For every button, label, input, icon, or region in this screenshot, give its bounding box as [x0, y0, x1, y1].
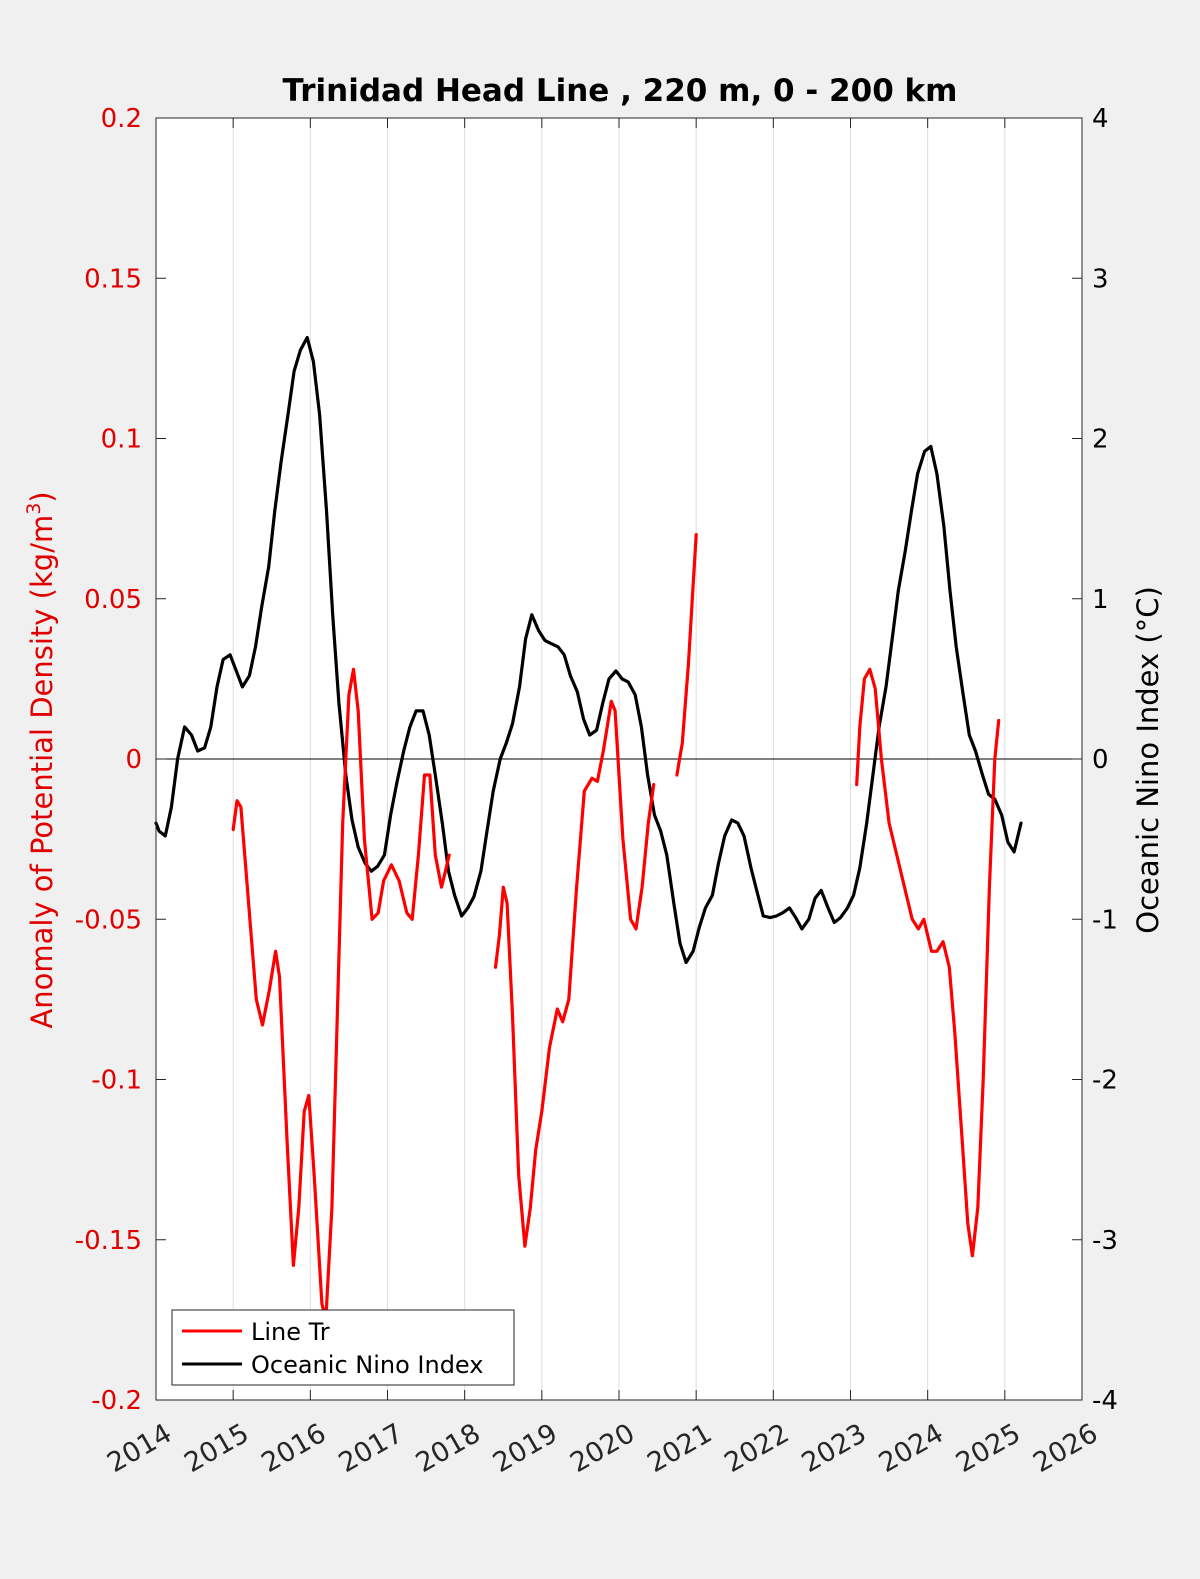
x-tick-label: 2017	[334, 1418, 409, 1479]
x-tick-label: 2015	[179, 1418, 254, 1479]
y-right-tick-label: -2	[1092, 1066, 1118, 1096]
legend-label-line-tr: Line Tr	[251, 1318, 330, 1346]
x-tick-label: 2021	[642, 1418, 717, 1479]
y-right-tick-label: 4	[1092, 104, 1109, 134]
x-tick-label: 2014	[102, 1418, 177, 1479]
y-left-tick-label: -0.1	[91, 1066, 142, 1096]
y-right-tick-label: 1	[1092, 585, 1109, 615]
x-tick-label: 2018	[411, 1418, 486, 1479]
y-left-tick-label: 0	[125, 745, 142, 775]
chart-title: Trinidad Head Line , 220 m, 0 - 200 km	[283, 73, 958, 109]
x-tick-label: 2016	[256, 1418, 331, 1479]
y-left-tick-label: -0.2	[91, 1386, 142, 1416]
y-right-tick-label: -3	[1092, 1226, 1118, 1256]
series-line-tr-segment	[675, 533, 698, 777]
y-left-tick-label: -0.15	[75, 1226, 142, 1256]
y-left-tick-label: 0.2	[101, 104, 142, 134]
x-tick-label: 2022	[719, 1418, 794, 1479]
y-left-tick-label: 0.1	[101, 425, 142, 455]
y-axis-left-label-sup: 3	[23, 503, 45, 515]
y-right-tick-label: 0	[1092, 745, 1109, 775]
x-tick-label: 2025	[951, 1418, 1026, 1479]
y-left-tick-label: 0.05	[84, 585, 142, 615]
y-axis-right-label: Oceanic Nino Index (°C)	[1131, 586, 1165, 934]
x-tick-label: 2026	[1028, 1418, 1103, 1479]
y-axis-left-label-close: )	[25, 491, 59, 502]
y-right-tick-label: 2	[1092, 425, 1109, 455]
y-left-tick-label: -0.05	[75, 905, 142, 935]
y-right-tick-label: 3	[1092, 264, 1109, 294]
series-line-tr-segment	[231, 667, 451, 1322]
series-group	[154, 335, 1023, 1322]
y-axis-left-label: Anomaly of Potential Density (kg/m3)	[23, 491, 59, 1028]
legend-box	[171, 1309, 515, 1386]
series-oni-line	[154, 335, 1023, 965]
y-right-tick-label: -1	[1092, 905, 1118, 935]
x-tick-label: 2023	[797, 1418, 872, 1479]
x-tick-label: 2024	[874, 1418, 949, 1479]
y-right-tick-label: -4	[1092, 1386, 1118, 1416]
legend-label-oni: Oceanic Nino Index	[251, 1351, 483, 1379]
legend: Line Tr Oceanic Nino Index	[171, 1309, 515, 1386]
x-tick-label: 2020	[565, 1418, 640, 1479]
series-line-tr-segment	[855, 667, 1001, 1258]
series-line-tr-segment	[493, 699, 656, 1248]
y-axis-left-label-text: Anomaly of Potential Density (kg/m	[25, 515, 59, 1029]
x-tick-label: 2019	[488, 1418, 563, 1479]
y-left-tick-label: 0.15	[84, 264, 142, 294]
